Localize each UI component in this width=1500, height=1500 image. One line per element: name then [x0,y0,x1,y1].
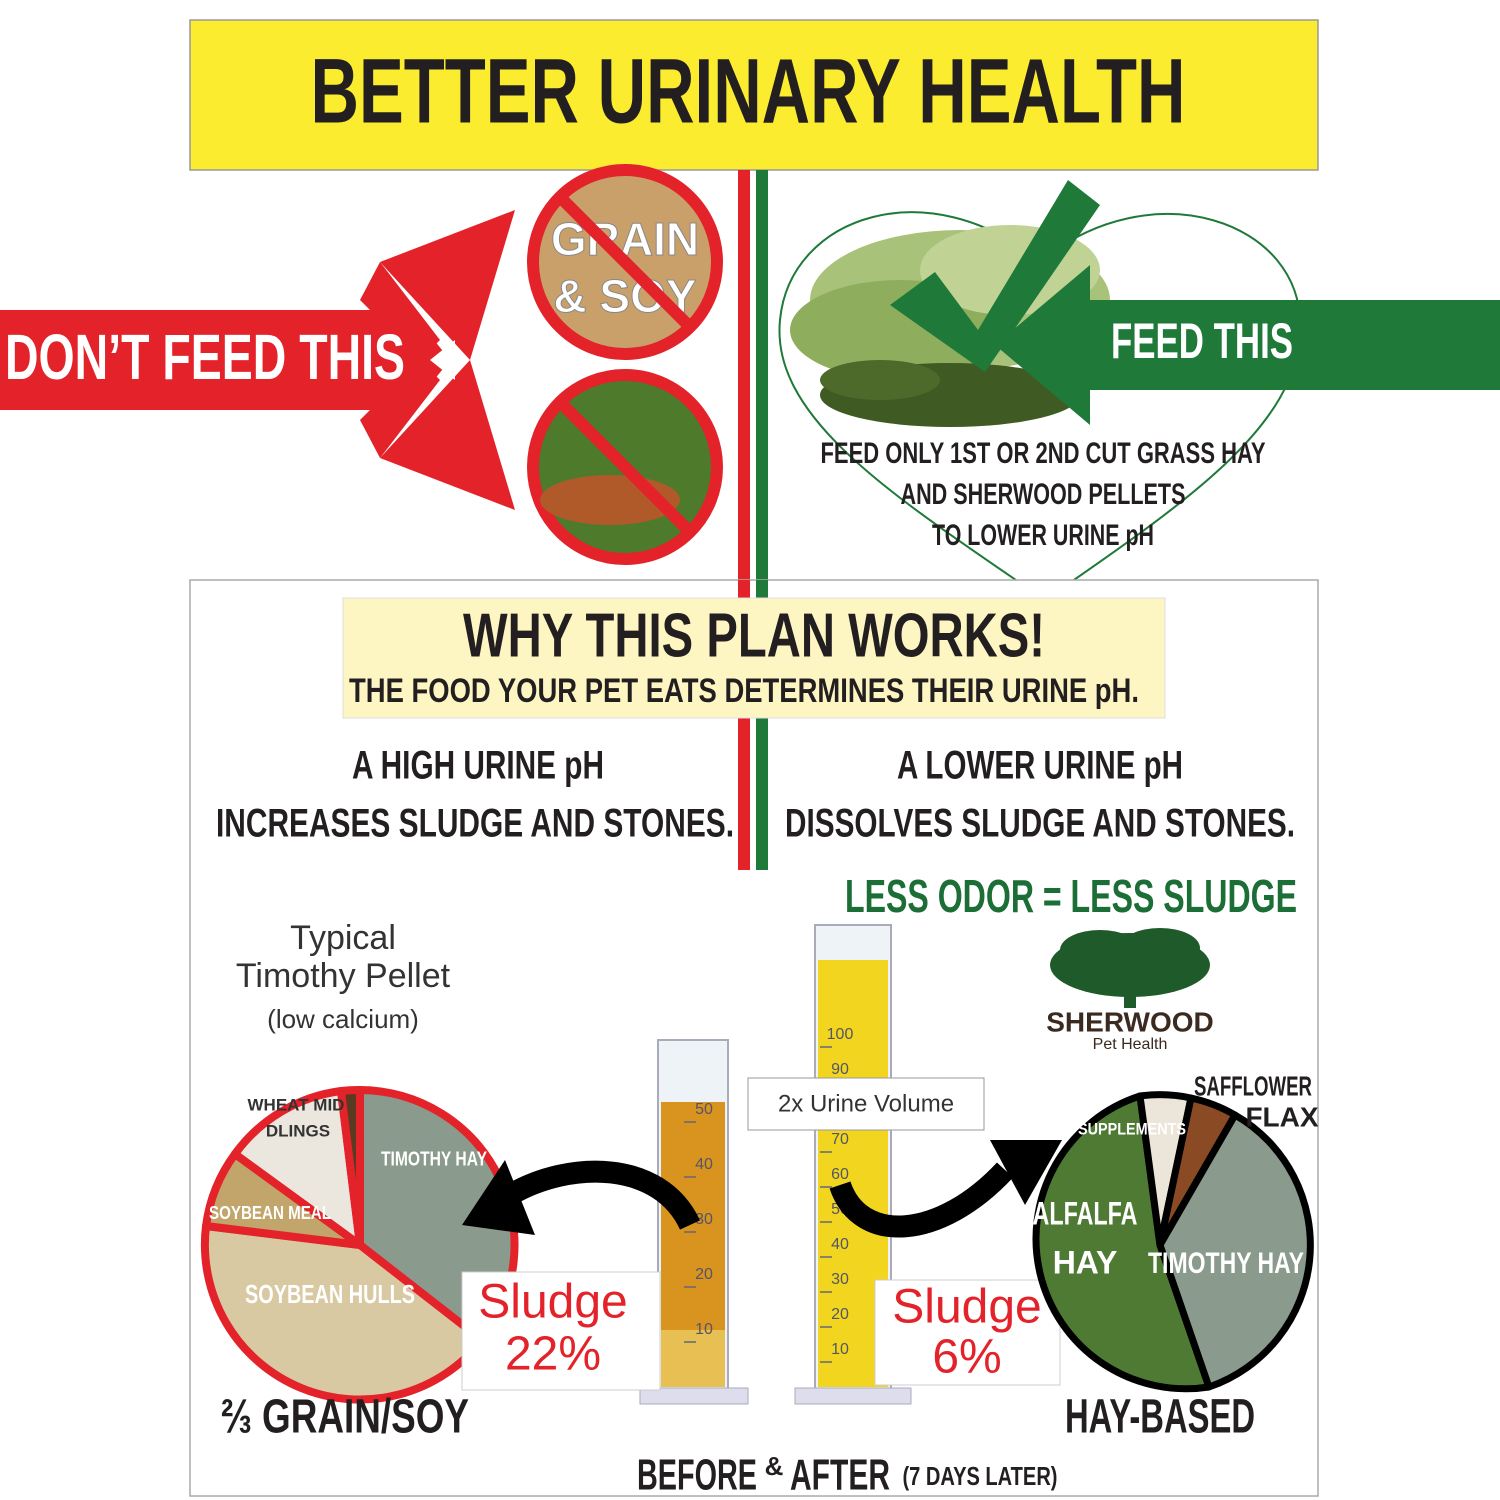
left-curved-arrow [504,1160,700,1231]
scale-label: 30 [695,1211,713,1228]
slice-label: TIMOTHY HAY [381,1148,488,1170]
slice-label: ALFALFA [1033,1195,1138,1231]
sludge-value: 22% [505,1328,601,1381]
slice-label: DLINGS [266,1121,330,1140]
feed-line: AND SHERWOOD PELLETS [901,478,1186,511]
feed-label: FEED THIS [1111,313,1293,369]
low-line: DISSOLVES SLUDGE AND STONES. [785,802,1295,846]
high-line: A HIGH URINE pH [352,744,604,788]
scale-label: 60 [831,1166,849,1183]
left-arrow-head [462,1160,535,1235]
plan-subtitle: THE FOOD YOUR PET EATS DETERMINES THEIR … [349,672,1139,710]
sherwood-tree [1050,928,1210,1008]
before-caption: ⅔ GRAIN/SOY [221,1391,469,1444]
slice-label: WHEAT MID [248,1095,345,1114]
slogan: LESS ODOR = LESS SLUDGE [845,870,1297,922]
slice-label: SAFFLOWER [1194,1070,1312,1101]
before-heading: Typical [290,919,396,957]
sludge-label: Sludge [892,1281,1041,1334]
strike [555,192,695,332]
slice-label: HAY [1053,1244,1118,1280]
title-banner [189,19,1319,171]
right-curved-arrow [829,1162,1014,1238]
brand-tagline: Pet Health [1093,1036,1168,1053]
before-cylinder: 50 40 30 20 10 [639,1039,749,1405]
scale-label: 90 [831,1061,849,1078]
scale-label: 70 [831,1131,849,1148]
sludge-box [874,1279,1061,1386]
slice-label: SOYBEAN HULLS [245,1279,415,1309]
scale-label: 50 [695,1101,713,1118]
sludge-label: Sludge [478,1276,627,1329]
feed-line: TO LOWER URINE pH [932,519,1154,552]
title: BETTER URINARY HEALTH [311,40,1186,142]
arrow-notch [430,340,455,380]
dont-feed-label: DON’T FEED THIS [5,321,405,393]
slice-label: TIMOTHY HAY [1148,1247,1304,1280]
footer-after: AFTER [790,1451,890,1500]
volume-label: 2x Urine Volume [778,1090,954,1117]
right-arrow-head [990,1140,1062,1205]
sludge-box [461,1271,661,1391]
scale-label: 20 [695,1266,713,1283]
high-line: INCREASES SLUDGE AND STONES. [216,802,734,846]
grain-label: GRAIN [551,213,699,265]
slice-label: SUPPLEMENTS [1078,1119,1186,1138]
low-line: A LOWER URINE pH [897,744,1183,788]
footer-note: (7 DAYS LATER) [903,1461,1058,1491]
scale-label: 30 [831,1271,849,1288]
footer-before: BEFORE [637,1451,757,1500]
brand-name: SHERWOOD [1046,1006,1214,1037]
slice-label: SOYBEAN MEAL [209,1203,331,1223]
before-pie [200,1085,519,1404]
volume-box [747,1077,985,1131]
scale-label: 100 [827,1026,854,1043]
scale-label: 20 [831,1306,849,1323]
feed-line: FEED ONLY 1ST OR 2ND CUT GRASS HAY [821,437,1266,470]
after-caption: HAY-BASED [1065,1391,1255,1444]
plan-box [342,597,1166,719]
check-mark [890,180,1100,372]
strike [555,397,695,537]
after-pie [1032,1091,1314,1393]
slice-label: FLAX [1245,1101,1318,1132]
before-heading: (low calcium) [267,1004,419,1034]
scale-label: 40 [695,1156,713,1173]
scale-label: 10 [695,1321,713,1338]
before-heading: Timothy Pellet [236,957,451,995]
sludge-value: 6% [932,1331,1001,1384]
red-arrow [0,210,515,510]
plan-title: WHY THIS PLAN WORKS! [463,601,1045,670]
footer-amp: & [765,1451,784,1481]
scale-label: 40 [831,1236,849,1253]
scale-label: 10 [831,1341,849,1358]
green-arrow [995,265,1500,425]
